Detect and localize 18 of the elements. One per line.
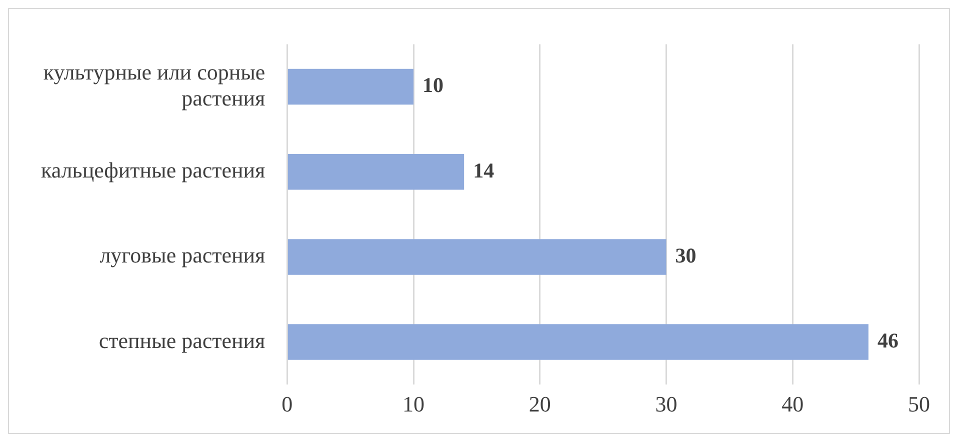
data-label: 46 [877,328,898,352]
x-tick-label: 50 [908,392,930,417]
bar [288,239,666,275]
bar [288,324,868,360]
bar [288,68,414,105]
x-tick-label: 0 [282,392,293,417]
y-tick-label: степные растения [98,328,266,353]
x-tick-label: 30 [655,392,678,417]
bar [288,154,464,190]
x-tick-label: 20 [528,392,551,417]
y-tick-label: культурные или сорные растения [43,59,266,111]
data-label: 30 [675,243,696,268]
y-tick-label: луговые растения [100,242,266,268]
x-tick-label: 40 [782,392,804,417]
y-tick-label: кальцефитные растения [40,158,266,183]
data-label: 10 [422,73,444,98]
data-label: 14 [473,158,495,182]
x-tick-label: 10 [402,392,425,417]
